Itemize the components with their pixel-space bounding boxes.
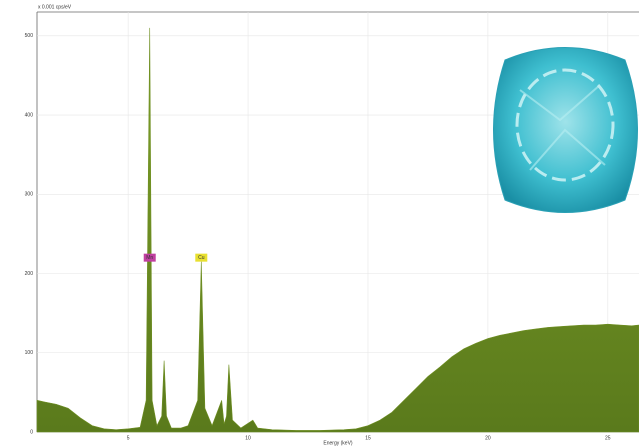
x-tick-label: 25 xyxy=(605,435,611,441)
spectrum-area xyxy=(36,27,639,433)
y-tick-label: 100 xyxy=(25,350,34,356)
x-tick-label: 10 xyxy=(245,435,251,441)
y-tick-label: 300 xyxy=(25,192,34,198)
x-tick-label: 5 xyxy=(127,435,130,441)
annotation-label: Mn xyxy=(146,255,153,261)
x-tick-label: 15 xyxy=(365,435,371,441)
y-axis-label: x 0.001 cps/eV xyxy=(38,4,72,10)
y-tick-label: 0 xyxy=(30,429,33,435)
annotation-box xyxy=(195,253,208,262)
x-tick-label: 20 xyxy=(485,435,491,441)
y-tick-label: 200 xyxy=(25,271,34,277)
y-tick-label: 500 xyxy=(25,33,34,39)
annotation-box xyxy=(143,253,156,262)
y-tick-label: 400 xyxy=(25,112,34,118)
gem-image xyxy=(493,47,638,213)
annotation-label: Cu xyxy=(198,255,205,261)
x-axis-label: Energy (keV) xyxy=(323,440,353,446)
plot-area: 0 100 200 300 400 500 5 10 15 20 25 Mn Cu xyxy=(25,12,639,441)
